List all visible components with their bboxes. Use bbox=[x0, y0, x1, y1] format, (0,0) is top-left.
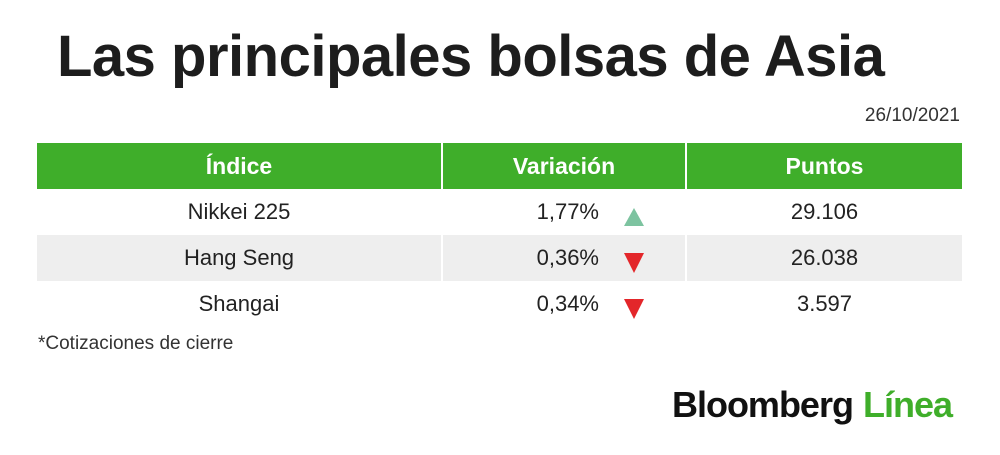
variation-cell: 1,77% bbox=[441, 189, 685, 235]
table-row: Nikkei 225 1,77% 29.106 bbox=[37, 189, 962, 235]
triangle-down-icon bbox=[624, 253, 644, 273]
bloomberg-linea-logo: Bloomberg Línea bbox=[671, 384, 953, 426]
triangle-down-icon bbox=[624, 299, 644, 319]
points-value: 29.106 bbox=[685, 189, 962, 235]
variation-cell: 0,34% bbox=[441, 281, 685, 327]
date-label: 26/10/2021 bbox=[864, 105, 960, 126]
triangle-up-icon bbox=[624, 208, 644, 226]
index-name: Shangai bbox=[198, 291, 280, 316]
logo-part-bloomberg: Bloomberg bbox=[671, 384, 854, 425]
table-header-row: Índice Variación Puntos bbox=[37, 143, 962, 189]
logo-part-linea: Línea bbox=[862, 384, 953, 425]
points-value: 26.038 bbox=[685, 235, 962, 281]
table-row: Shangai 0,34% 3.597 bbox=[37, 281, 962, 327]
header-variation: Variación bbox=[441, 143, 685, 189]
table-row: Hang Seng 0,36% 26.038 bbox=[37, 235, 962, 281]
page-title: Las principales bolsas de Asia bbox=[57, 24, 885, 89]
indices-table: Índice Variación Puntos Nikkei 225 1,77%… bbox=[37, 143, 962, 327]
points-value: 3.597 bbox=[685, 281, 962, 327]
variation-value: 1,77% bbox=[536, 199, 599, 224]
variation-cell: 0,36% bbox=[441, 235, 685, 281]
footnote: *Cotizaciones de cierre bbox=[38, 333, 234, 354]
index-name: Hang Seng bbox=[183, 245, 295, 270]
variation-value: 0,36% bbox=[536, 245, 599, 270]
index-name: Nikkei 225 bbox=[187, 199, 291, 224]
header-points: Puntos bbox=[685, 143, 962, 189]
variation-value: 0,34% bbox=[536, 291, 599, 316]
header-index: Índice bbox=[205, 152, 273, 179]
